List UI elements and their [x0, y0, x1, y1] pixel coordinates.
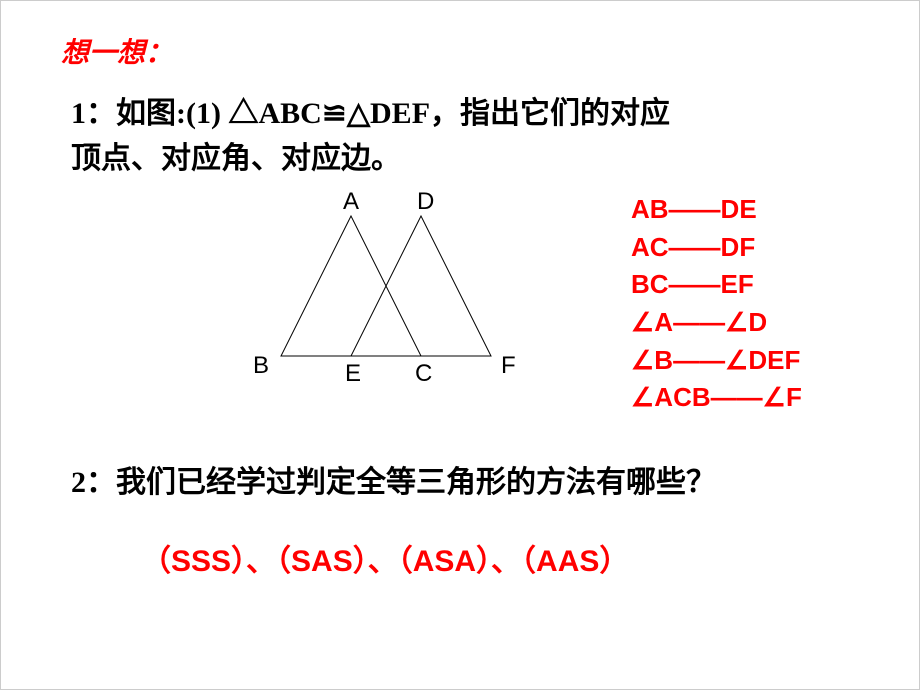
vertex-label-e: E	[345, 360, 361, 388]
vertex-label-f: F	[501, 352, 516, 380]
question-1-line2: 顶点、对应角、对应边。	[71, 136, 869, 181]
think-heading: 想一想：	[61, 31, 869, 71]
vertex-label-a: A	[343, 188, 359, 216]
vertex-label-c: C	[415, 360, 432, 388]
question-1-line1: 1：如图:(1) △ABC≌△DEF，指出它们的对应	[71, 91, 869, 136]
slide: 想一想： 1：如图:(1) △ABC≌△DEF，指出它们的对应 顶点、对应角、对…	[1, 1, 919, 689]
vertex-label-d: D	[417, 188, 434, 216]
vertex-label-b: B	[253, 352, 269, 380]
corr-row: BC——EF	[631, 266, 802, 304]
corr-row: ∠A——∠D	[631, 304, 802, 342]
question-2-answer: （SSS）、（SAS）、（ASA）、（AAS）	[141, 536, 869, 580]
question-2: 2：我们已经学过判定全等三角形的方法有哪些？	[71, 457, 869, 501]
corr-row: ∠ACB——∠F	[631, 379, 802, 417]
diagram-svg	[221, 191, 581, 391]
corr-row: AC——DF	[631, 229, 802, 267]
corr-row: ∠B——∠DEF	[631, 342, 802, 380]
triangle-diagram: A D B E C F	[221, 191, 581, 391]
mid-row: A D B E C F AB——DE AC——DF BC——EF ∠A——∠D …	[61, 191, 869, 417]
correspondence-list: AB——DE AC——DF BC——EF ∠A——∠D ∠B——∠DEF ∠AC…	[631, 191, 802, 417]
corr-row: AB——DE	[631, 191, 802, 229]
